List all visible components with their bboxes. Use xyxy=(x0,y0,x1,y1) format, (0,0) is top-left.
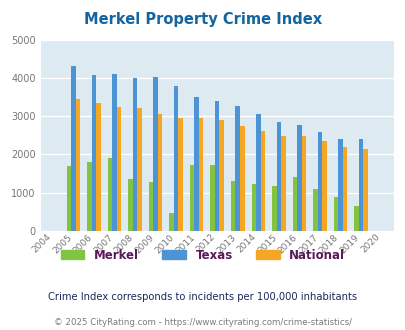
Bar xyxy=(256,114,260,231)
Bar xyxy=(173,85,178,231)
Bar xyxy=(169,213,173,231)
Bar xyxy=(214,101,219,231)
Text: © 2025 CityRating.com - https://www.cityrating.com/crime-statistics/: © 2025 CityRating.com - https://www.city… xyxy=(54,318,351,327)
Legend: Merkel, Texas, National: Merkel, Texas, National xyxy=(56,244,349,266)
Bar xyxy=(296,125,301,231)
Bar xyxy=(75,99,80,231)
Bar xyxy=(87,162,92,231)
Bar xyxy=(251,184,256,231)
Bar xyxy=(280,136,285,231)
Bar xyxy=(301,136,305,231)
Bar xyxy=(342,147,346,231)
Bar xyxy=(71,66,75,231)
Text: Merkel Property Crime Index: Merkel Property Crime Index xyxy=(84,12,321,26)
Bar xyxy=(362,149,367,231)
Bar xyxy=(321,141,326,231)
Bar xyxy=(137,108,141,231)
Bar xyxy=(317,132,321,231)
Bar xyxy=(312,188,317,231)
Bar xyxy=(107,158,112,231)
Bar xyxy=(66,166,71,231)
Bar xyxy=(337,139,342,231)
Bar xyxy=(92,75,96,231)
Bar xyxy=(198,118,203,231)
Bar xyxy=(128,179,132,231)
Bar xyxy=(149,182,153,231)
Bar xyxy=(276,122,280,231)
Bar xyxy=(219,120,224,231)
Bar xyxy=(190,165,194,231)
Bar xyxy=(132,78,137,231)
Bar xyxy=(260,131,264,231)
Bar xyxy=(353,206,358,231)
Bar xyxy=(117,107,121,231)
Bar xyxy=(230,181,235,231)
Bar xyxy=(112,74,117,231)
Bar xyxy=(178,118,183,231)
Bar xyxy=(235,106,239,231)
Bar xyxy=(358,139,362,231)
Bar xyxy=(333,197,337,231)
Text: Crime Index corresponds to incidents per 100,000 inhabitants: Crime Index corresponds to incidents per… xyxy=(48,292,357,302)
Bar xyxy=(239,126,244,231)
Bar xyxy=(210,165,214,231)
Bar xyxy=(194,97,198,231)
Bar xyxy=(271,186,276,231)
Bar xyxy=(153,77,158,231)
Bar xyxy=(292,178,296,231)
Bar xyxy=(158,114,162,231)
Bar xyxy=(96,103,100,231)
